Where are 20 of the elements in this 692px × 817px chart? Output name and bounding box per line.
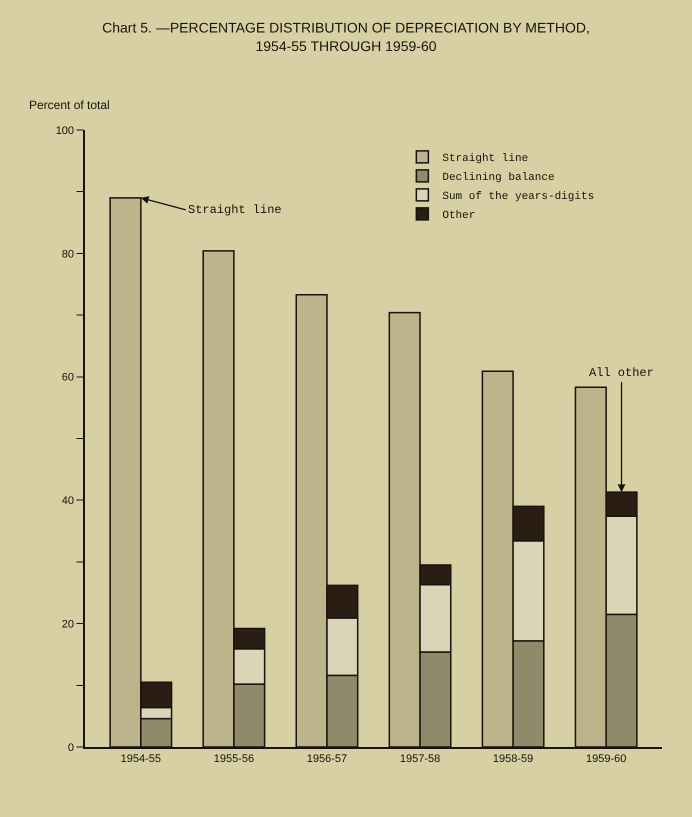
- y-tick-label: 80: [62, 248, 74, 260]
- x-tick-label: 1955-56: [214, 753, 254, 766]
- legend-label: Sum of the years-digits: [442, 191, 594, 204]
- legend-label: Declining balance: [442, 172, 555, 184]
- y-tick-label: 0: [68, 742, 74, 754]
- x-tick-label: 1957-58: [400, 753, 440, 766]
- legend-label: Straight line: [442, 153, 528, 166]
- x-tick-label: 1959-60: [586, 753, 626, 766]
- chart-title: Chart 5. —PERCENTAGE DISTRIBUTION OF DEPRECIATION BY METHOD, 1954-55 THROUGH 1959-60: [102, 20, 590, 54]
- x-tick-label: 1958-59: [492, 753, 534, 766]
- x-tick-label: 1956-57: [306, 753, 348, 766]
- x-tick-label: 1954-55: [120, 753, 162, 766]
- annotation: All other: [589, 366, 654, 380]
- legend-label: Other: [442, 210, 476, 222]
- y-tick-label: 60: [62, 372, 74, 384]
- y-tick-label: 100: [56, 124, 74, 137]
- y-axis-title: Percent of total: [29, 98, 110, 112]
- y-tick-label: 40: [62, 495, 74, 508]
- annotation: Straight line: [188, 203, 282, 217]
- y-tick-label: 20: [62, 618, 74, 630]
